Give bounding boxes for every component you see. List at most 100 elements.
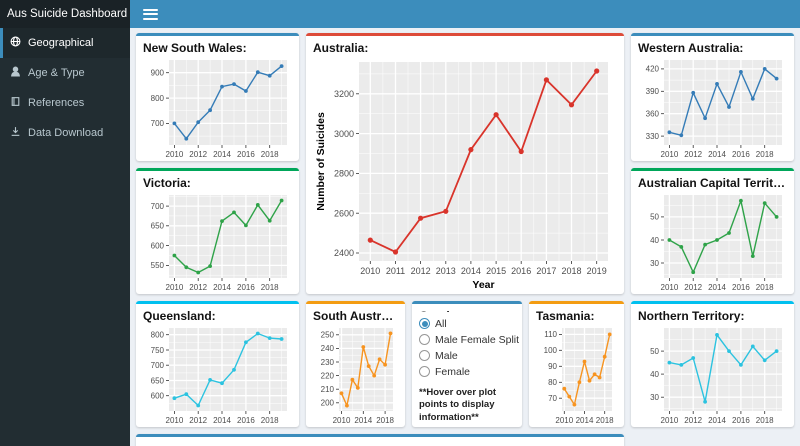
radio-icon[interactable] — [419, 318, 430, 330]
person-icon — [10, 66, 21, 80]
chart-new-south-wales[interactable]: 700 800 900 2010 2012 2014 2016 2018 — [143, 56, 292, 158]
chart-queensland[interactable]: 600 650 700 750 800 2010 2012 2014 2016 2018 — [143, 324, 292, 424]
svg-text:50: 50 — [650, 213, 659, 222]
svg-text:2010: 2010 — [166, 150, 184, 158]
svg-text:2019: 2019 — [587, 266, 607, 276]
box-title-australia: Australia: — [313, 41, 369, 55]
svg-text:40: 40 — [650, 370, 659, 379]
box-partial-bottom — [136, 434, 624, 446]
svg-text:2013: 2013 — [436, 266, 456, 276]
svg-text:2010: 2010 — [166, 283, 184, 291]
svg-text:750: 750 — [151, 346, 165, 355]
chart-tasmania[interactable]: 70 80 90 100 110 2010 2014 2018 — [536, 324, 617, 424]
radio-icon[interactable] — [419, 366, 430, 378]
svg-text:2011: 2011 — [386, 266, 405, 276]
sidebar-item-label: Age & Type — [28, 67, 85, 79]
radio-option-all[interactable]: All — [419, 318, 515, 330]
svg-text:600: 600 — [151, 241, 165, 250]
svg-text:2017: 2017 — [536, 266, 556, 276]
svg-text:2010: 2010 — [555, 416, 573, 424]
app-title: Aus Suicide Dashboard — [7, 8, 128, 20]
svg-text:2010: 2010 — [661, 150, 679, 158]
svg-text:2016: 2016 — [237, 150, 255, 158]
radio-option-female[interactable]: Female — [419, 366, 515, 378]
svg-text:100: 100 — [544, 346, 558, 355]
svg-text:230: 230 — [321, 358, 335, 367]
svg-text:650: 650 — [151, 376, 165, 385]
app-header: Aus Suicide Dashboard — [0, 0, 800, 28]
chart-northern-territory[interactable]: 30 40 50 2010 2012 2014 2016 2018 — [638, 324, 787, 424]
chart-australia[interactable]: 2400 2600 2800 3000 3200 2010 2011 2012 2013 2014… — [313, 56, 617, 291]
svg-text:600: 600 — [151, 392, 165, 401]
svg-text:30: 30 — [650, 259, 659, 268]
svg-text:2600: 2600 — [334, 208, 354, 218]
sidebar: Geographical Age & Type References Data … — [0, 28, 130, 446]
hover-note: **Hover over plot points to display info… — [419, 386, 497, 423]
sidebar-item-geographical[interactable]: Geographical — [0, 28, 130, 58]
chart-australian-capital-territory[interactable]: 30 40 50 2010 2012 2014 2016 2018 — [638, 191, 787, 291]
svg-text:80: 80 — [548, 378, 557, 387]
chart-south-australia[interactable]: 200 210 220 230 240 250 2010 2014 2018 — [313, 324, 398, 424]
svg-text:650: 650 — [151, 222, 165, 231]
svg-text:2010: 2010 — [333, 416, 351, 424]
svg-text:Number of Suicides: Number of Suicides — [315, 112, 327, 211]
svg-text:2016: 2016 — [732, 150, 750, 158]
svg-text:2800: 2800 — [334, 169, 354, 179]
svg-text:2014: 2014 — [576, 416, 594, 424]
svg-text:2014: 2014 — [213, 150, 231, 158]
svg-text:2014: 2014 — [708, 150, 726, 158]
svg-text:2014: 2014 — [354, 416, 372, 424]
radio-option-male-female-split[interactable]: Male Female Split — [419, 334, 519, 346]
chart-western-australia[interactable]: 330 360 390 420 2010 2012 2014 2016 2018 — [638, 56, 787, 158]
svg-text:2012: 2012 — [411, 266, 431, 276]
chart-victoria[interactable]: 550 600 650 700 2010 2012 2014 2016 2018 — [143, 191, 292, 291]
box-australian-capital-territory: Australian Capital Territory: 30 40 50 2010… — [631, 168, 794, 294]
download-icon — [10, 126, 21, 140]
svg-text:Year: Year — [472, 279, 494, 291]
book-icon — [10, 96, 21, 110]
box-title-australian-capital-territory: Australian Capital Territory: — [638, 176, 787, 190]
box-title-queensland: Queensland: — [143, 309, 216, 323]
box-title-south-australia: South Australia: — [313, 309, 398, 323]
svg-text:2014: 2014 — [213, 416, 231, 424]
svg-text:2015: 2015 — [486, 266, 506, 276]
svg-text:2012: 2012 — [684, 150, 702, 158]
radio-label: Female — [435, 365, 471, 378]
svg-text:2018: 2018 — [756, 416, 774, 424]
radio-label: All — [435, 317, 447, 330]
box-title-victoria: Victoria: — [143, 176, 191, 190]
svg-text:2010: 2010 — [166, 416, 184, 424]
svg-text:2014: 2014 — [213, 283, 231, 291]
svg-text:360: 360 — [646, 110, 660, 119]
svg-text:90: 90 — [548, 362, 557, 371]
radio-icon[interactable] — [419, 334, 430, 346]
svg-text:390: 390 — [646, 87, 660, 96]
svg-text:3200: 3200 — [334, 89, 354, 99]
sidebar-item-age-type[interactable]: Age & Type — [0, 58, 130, 88]
svg-text:2016: 2016 — [732, 416, 750, 424]
box-title-northern-territory: Northern Territory: — [638, 309, 745, 323]
main-content: New South Wales: 700 800 900 2010 2012 2014 20… — [130, 28, 800, 446]
svg-text:2018: 2018 — [261, 150, 279, 158]
svg-text:2018: 2018 — [561, 266, 581, 276]
svg-text:2016: 2016 — [237, 416, 255, 424]
hamburger-icon[interactable] — [143, 8, 158, 20]
svg-text:70: 70 — [548, 394, 557, 403]
sidebar-item-label: References — [28, 97, 85, 109]
box-new-south-wales: New South Wales: 700 800 900 2010 2012 2014 20… — [136, 33, 299, 161]
box-title-tasmania: Tasmania: — [536, 309, 595, 323]
box-australia: Australia: 2400 2600 2800 3000 3200 2010 2011 2… — [306, 33, 624, 294]
radio-option-male[interactable]: Male — [419, 350, 515, 362]
box-northern-territory: Northern Territory: 30 40 50 2010 2012 2014 20… — [631, 301, 794, 427]
box-title-gender: Gender: — [419, 309, 515, 312]
radio-icon[interactable] — [419, 350, 430, 362]
svg-text:2012: 2012 — [684, 283, 702, 291]
svg-text:2014: 2014 — [708, 283, 726, 291]
box-south-australia: South Australia: 200 210 220 230 240 250 2010 2… — [306, 301, 405, 427]
sidebar-item-data-download[interactable]: Data Download — [0, 118, 130, 148]
svg-text:2016: 2016 — [511, 266, 531, 276]
app-logo: Aus Suicide Dashboard — [0, 0, 130, 28]
svg-text:2010: 2010 — [360, 266, 380, 276]
svg-text:210: 210 — [321, 385, 335, 394]
sidebar-item-references[interactable]: References — [0, 88, 130, 118]
